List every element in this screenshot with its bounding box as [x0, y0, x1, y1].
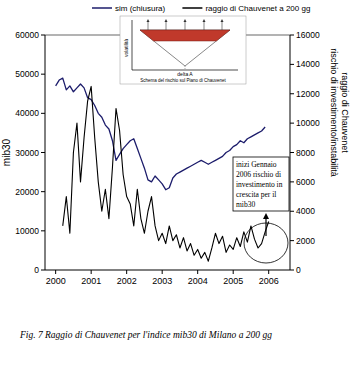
y-tick — [41, 113, 45, 114]
y2-tick-label: 12000 — [296, 89, 320, 99]
y-axis-title: mib30 — [1, 138, 12, 166]
y2-tick-label: 0 — [296, 265, 301, 275]
y2-tick — [290, 240, 294, 241]
x-tick-label: 2005 — [223, 276, 243, 286]
x-tick — [233, 270, 234, 274]
y-tick-label: 0 — [34, 265, 39, 275]
inset-title: Schema del rischio sul Piano di Chauvene… — [140, 78, 226, 83]
inset-arrow — [204, 21, 205, 30]
x-tick-label: 2000 — [46, 276, 66, 286]
x-tick — [162, 270, 163, 274]
inset-arrow — [148, 21, 149, 30]
y2-tick — [290, 181, 294, 182]
y-tick-label: 10000 — [15, 226, 39, 236]
inset-guide — [185, 66, 186, 70]
y2-tick — [290, 35, 294, 36]
annotation-text: inizi Gennaio — [236, 160, 277, 169]
y2-tick — [290, 64, 294, 65]
y-tick — [41, 152, 45, 153]
y2-tick-label: 10000 — [296, 118, 320, 128]
y2-tick-label: 14000 — [296, 59, 320, 69]
inset-arrowhead — [147, 19, 150, 22]
inset-frame — [120, 16, 246, 84]
y2-tick — [290, 93, 294, 94]
inset-arrow — [185, 21, 186, 30]
annotation-arrowhead — [263, 213, 269, 219]
inset-arrowhead — [184, 19, 187, 22]
inset-y-label: volatilità — [123, 39, 129, 57]
caption: Fig. 7 Raggio di Chauvenet per l'indice … — [19, 330, 272, 340]
x-tick — [55, 270, 56, 274]
y-tick-label: 20000 — [15, 187, 39, 197]
y2-tick — [290, 152, 294, 153]
annotation-box — [233, 157, 289, 211]
x-tick — [268, 270, 269, 274]
y-tick — [41, 230, 45, 231]
inset-arrow — [222, 21, 223, 30]
x-tick-label: 2004 — [188, 276, 208, 286]
y2-axis-title: raggio di Chauvenet — [340, 72, 350, 153]
annotation-text: mib30 — [236, 200, 255, 209]
y2-tick-label: 6000 — [296, 177, 315, 187]
inset-x-label: delta A — [177, 71, 193, 77]
y2-tick — [290, 270, 294, 271]
inset-arrowhead — [221, 19, 224, 22]
y2-tick-label: 16000 — [296, 30, 320, 40]
inset-axis-v — [132, 20, 133, 70]
inset: volatilità delta ASchema del rischio sul … — [120, 16, 246, 84]
y-tick — [41, 35, 45, 36]
y-tick — [41, 191, 45, 192]
annotation-text: investimento in — [236, 180, 283, 189]
x-tick — [91, 270, 92, 274]
inset-arrow — [166, 21, 167, 30]
background — [0, 0, 350, 375]
inset-funnel — [140, 30, 230, 66]
y-tick-label: 60000 — [15, 30, 39, 40]
legend-label: sim (chiusura) — [115, 4, 166, 13]
y-tick-label: 50000 — [15, 69, 39, 79]
x-axis — [45, 270, 290, 271]
y-tick-label: 40000 — [15, 108, 39, 118]
y-tick — [41, 74, 45, 75]
legend-swatch — [92, 7, 112, 9]
annotation-text: 2006 rischio di — [236, 170, 281, 179]
y-tick-label: 30000 — [15, 148, 39, 158]
chart: 0 10000 20000 30000 40000 50000 60000 0 2000 4000… — [0, 0, 350, 375]
inset-risk-zone — [140, 30, 230, 41]
y2-axis-title: rischio di investimento/instabilità — [329, 48, 339, 177]
x-tick — [126, 270, 127, 274]
x-tick-label: 2001 — [81, 276, 101, 286]
x-tick-label: 2002 — [117, 276, 137, 286]
y2-tick-label: 8000 — [296, 148, 315, 158]
y2-tick-label: 4000 — [296, 206, 315, 216]
inset-arrowhead — [165, 19, 168, 22]
y-tick — [41, 270, 45, 271]
inset-arrowhead — [203, 19, 206, 22]
x-tick-label: 2006 — [259, 276, 279, 286]
legend-label: raggio di Chauvenet a 200 gg — [205, 4, 310, 13]
x-tick — [197, 270, 198, 274]
y2-tick — [290, 211, 294, 212]
legend-swatch — [182, 7, 202, 9]
y2-tick — [290, 123, 294, 124]
annotation-text: crescita per il — [236, 190, 276, 199]
x-tick-label: 2003 — [152, 276, 172, 286]
y2-tick-label: 2000 — [296, 236, 315, 246]
